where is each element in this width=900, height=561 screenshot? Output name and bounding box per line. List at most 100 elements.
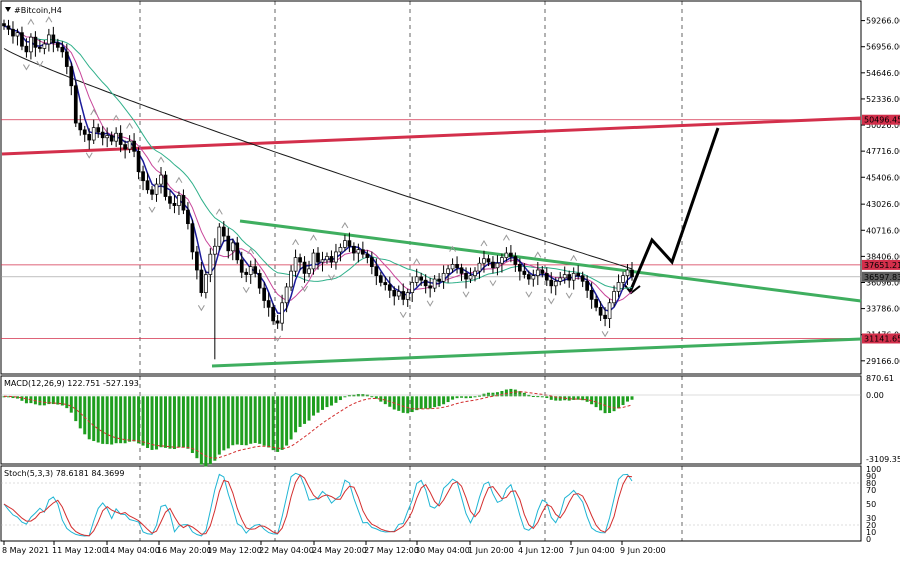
candle-body — [562, 274, 567, 279]
candle-body — [535, 269, 540, 277]
candle-body — [141, 171, 145, 182]
stoch-signal-line — [3, 474, 633, 537]
candle-body — [571, 273, 576, 281]
candle-body — [190, 223, 195, 253]
candle-body — [244, 271, 249, 275]
fractal-down-marker — [489, 280, 497, 287]
macd-bar — [24, 396, 28, 404]
resistance-trendline-red — [1, 116, 862, 156]
macd-bar — [612, 396, 616, 412]
time-tick-label: 14 May 04:00 — [105, 546, 160, 555]
candle-body — [280, 302, 284, 324]
price-tick-label: 33786.00 — [866, 305, 900, 314]
candle-body — [540, 269, 545, 274]
candle-body — [630, 269, 634, 278]
candle-body — [491, 261, 495, 269]
vertical-grid-lines — [139, 1, 683, 541]
macd-bar — [558, 396, 562, 401]
candle-body — [428, 285, 432, 289]
price-axis: 59266.00 56956.00 54646.00 52336.00 50026.00… — [861, 17, 900, 544]
macd-bar — [119, 396, 123, 444]
macd-bar — [312, 396, 316, 416]
time-tick-label: 27 May 12:00 — [364, 546, 419, 555]
candle-body — [603, 314, 607, 319]
candle-body — [150, 189, 154, 195]
candle-body — [598, 306, 603, 316]
candle-body — [504, 252, 509, 258]
price-tag-text: 31141.65 — [864, 334, 900, 343]
fractal-up-marker — [247, 247, 255, 255]
fractal-down-marker — [22, 64, 30, 71]
moving-average-slow — [3, 48, 633, 270]
candle-body — [522, 270, 527, 275]
price-tick-label: 52336.00 — [866, 95, 900, 104]
candle-body — [374, 266, 379, 277]
candle-body — [580, 275, 585, 282]
candle-body — [369, 257, 374, 267]
price-tag-text: 37651.21 — [864, 261, 900, 270]
macd-bar — [603, 396, 607, 414]
candle-body — [199, 269, 204, 293]
fractal-up-marker — [413, 258, 421, 265]
fractal-down-marker — [274, 335, 282, 342]
candle-body — [284, 286, 289, 304]
macd-bar — [486, 392, 490, 397]
time-tick-label: 4 Jun 12:00 — [518, 546, 564, 555]
macd-bar — [42, 396, 46, 406]
macd-bar — [608, 396, 612, 414]
candle-body — [365, 253, 370, 258]
macd-bar — [504, 389, 508, 397]
candle-body — [248, 266, 253, 275]
fractal-up-marker — [534, 251, 542, 258]
macd-bar — [437, 396, 441, 407]
candle-body — [616, 282, 621, 292]
candle-body — [513, 256, 518, 265]
macd-bar — [217, 396, 221, 455]
upper-triangle-trendline — [239, 219, 862, 303]
fractal-up-marker — [90, 108, 98, 116]
candle-body — [343, 240, 347, 248]
candle-body — [325, 256, 329, 261]
candle-body — [423, 279, 428, 287]
candle-body — [544, 273, 549, 281]
candle-body — [576, 273, 581, 277]
candle-body — [486, 258, 491, 263]
fractal-up-marker — [126, 122, 134, 129]
stoch-tick-label: 80 — [866, 479, 876, 488]
macd-bar — [469, 396, 473, 399]
macd-bar — [74, 396, 78, 422]
macd-bar — [630, 396, 634, 400]
price-tag-box — [862, 333, 900, 344]
macd-bar — [150, 396, 154, 450]
candle-body — [181, 195, 186, 211]
candle-body — [132, 140, 136, 152]
candle-body — [612, 291, 616, 304]
candle-body — [20, 32, 24, 47]
price-tick-label: 45406.00 — [866, 173, 900, 182]
macd-bar — [500, 390, 504, 397]
candle-body — [589, 290, 594, 300]
macd-bar — [231, 396, 235, 446]
macd-bar — [540, 396, 544, 398]
macd-bar — [554, 396, 558, 401]
macd-bar — [446, 396, 450, 403]
candle-body — [405, 292, 410, 300]
macd-title: MACD(12,26,9) 122.751 -527.193 — [4, 379, 139, 388]
candle-body — [73, 85, 78, 124]
macd-bar — [123, 396, 127, 444]
macd-bar — [208, 396, 212, 465]
candle-body — [329, 256, 334, 263]
candle-body — [118, 132, 123, 145]
stoch-tick-label: 20 — [866, 521, 876, 530]
macd-tick-label: 870.61 — [866, 374, 894, 383]
fractal-up-marker — [175, 176, 183, 183]
macd-bar — [190, 396, 194, 454]
candle-body — [47, 34, 51, 45]
macd-bar — [338, 396, 342, 401]
candle-body — [78, 122, 83, 131]
candle-body — [293, 257, 298, 272]
trendlines — [1, 116, 862, 368]
macd-bar — [424, 396, 428, 409]
macd-bar — [204, 396, 208, 467]
